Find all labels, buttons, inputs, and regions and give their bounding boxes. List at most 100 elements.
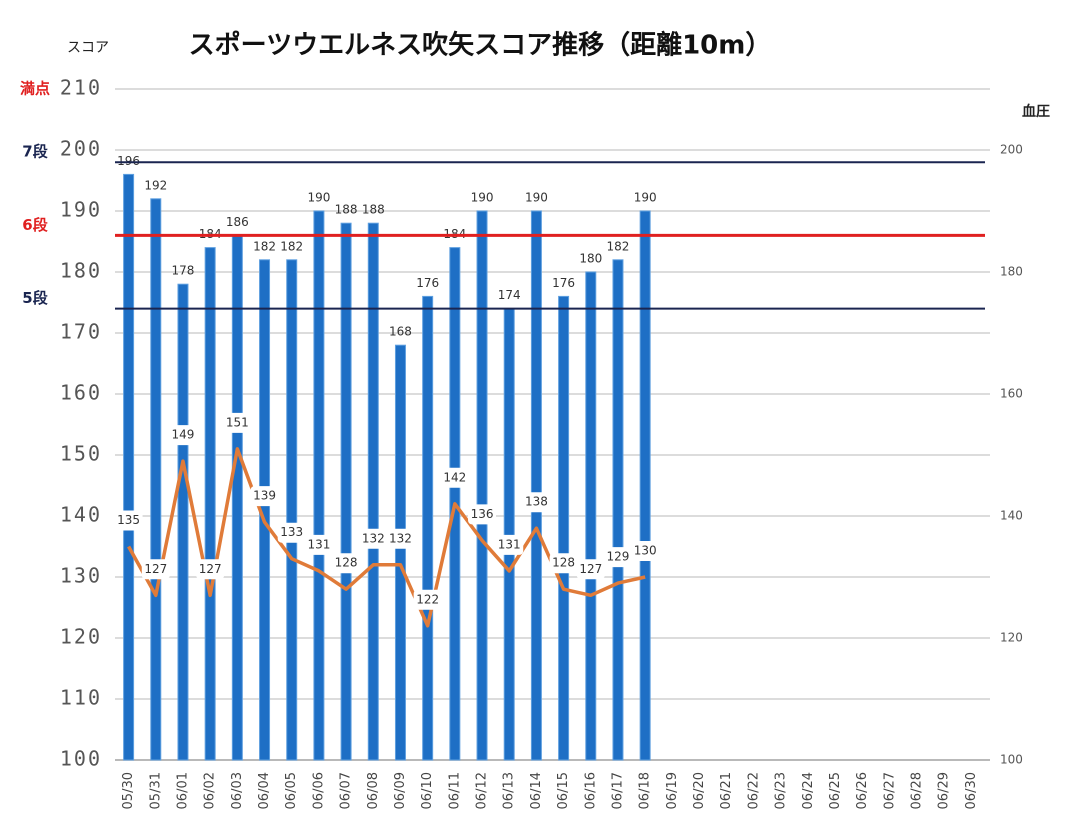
bar-label: 176 — [552, 276, 575, 290]
line-label: 142 — [443, 470, 466, 484]
bar-label: 190 — [307, 191, 330, 205]
bar-label: 190 — [634, 191, 657, 205]
x-tick-label: 06/26 — [855, 772, 870, 809]
line-label: 128 — [335, 556, 358, 570]
line-label: 132 — [389, 531, 412, 545]
line-label-box — [549, 553, 578, 574]
line-label: 131 — [307, 537, 330, 551]
bar-label: 174 — [498, 288, 521, 302]
x-tick-label: 06/24 — [801, 772, 816, 809]
line-label-box — [495, 534, 524, 555]
bar — [286, 259, 298, 761]
x-tick-label: 06/21 — [719, 772, 734, 809]
bar — [558, 295, 570, 761]
bar-label: 182 — [253, 239, 276, 253]
bar — [231, 234, 243, 761]
x-tick-label: 06/10 — [420, 772, 435, 809]
reference-label: 7段 — [22, 143, 47, 161]
bar — [503, 308, 515, 761]
x-tick-label: 06/11 — [447, 772, 462, 809]
y-tick-label: 150 — [60, 442, 102, 466]
line-label-box — [114, 510, 143, 531]
bar — [150, 198, 162, 761]
y-tick-label: 190 — [60, 198, 102, 222]
line-label-box — [332, 553, 361, 574]
x-tick-label: 06/14 — [529, 772, 544, 809]
x-tick-label: 06/18 — [638, 772, 653, 809]
x-tick-label: 06/03 — [230, 772, 245, 809]
line-label: 139 — [253, 489, 276, 503]
line-label-box — [250, 486, 279, 507]
bar-label: 182 — [607, 239, 630, 253]
line-label: 122 — [416, 592, 439, 606]
x-tick-label: 06/06 — [311, 772, 326, 809]
bar-label: 178 — [172, 264, 195, 278]
bar — [367, 222, 379, 761]
line-label-box — [277, 522, 306, 543]
y-axis-label: スコア — [67, 40, 109, 56]
x-tick-label: 05/30 — [121, 772, 136, 809]
bar-label: 168 — [389, 325, 412, 339]
x-tick-label: 06/04 — [257, 772, 272, 809]
line-label-box — [386, 528, 415, 549]
line-label: 131 — [498, 537, 521, 551]
y2-tick-label: 200 — [1000, 143, 1023, 157]
line-label: 149 — [172, 428, 195, 442]
x-tick-label: 06/27 — [882, 772, 897, 809]
y-tick-label: 120 — [60, 625, 102, 649]
x-tick-label: 06/28 — [910, 772, 925, 809]
x-tick-label: 06/23 — [774, 772, 789, 809]
bar — [422, 295, 434, 761]
y-tick-label: 130 — [60, 564, 102, 588]
x-tick-label: 06/17 — [610, 772, 625, 809]
bar-label: 176 — [416, 276, 439, 290]
x-tick-label: 06/19 — [665, 772, 680, 809]
y-tick-label: 170 — [60, 320, 102, 344]
y-tick-label: 160 — [60, 381, 102, 405]
line-label-box — [168, 425, 197, 446]
bar-label: 196 — [117, 154, 140, 168]
line-label: 127 — [144, 562, 167, 576]
line-label-box — [440, 467, 469, 488]
line-label-box — [468, 504, 497, 525]
chart-title: スポーツウエルネス吹矢スコア推移（距離10m） — [189, 30, 772, 61]
line-label: 133 — [280, 525, 303, 539]
x-tick-label: 06/08 — [366, 772, 381, 809]
y2-axis-label: 血圧 — [1022, 103, 1050, 120]
bar — [123, 173, 135, 761]
line-label-box — [304, 534, 333, 555]
y2-tick-label: 140 — [1000, 509, 1023, 523]
line-label: 151 — [226, 415, 249, 429]
line-label: 135 — [117, 513, 140, 527]
x-tick-label: 06/30 — [964, 772, 979, 809]
y2-tick-label: 100 — [1000, 753, 1023, 767]
line-label: 136 — [471, 507, 494, 521]
line-label: 132 — [362, 531, 385, 545]
y-tick-label: 210 — [60, 76, 102, 100]
x-tick-label: 06/01 — [175, 772, 190, 809]
y2-tick-label: 120 — [1000, 631, 1023, 645]
line-label-box — [196, 559, 225, 580]
x-tick-label: 06/09 — [393, 772, 408, 809]
x-tick-label: 06/22 — [746, 772, 761, 809]
x-tick-label: 06/13 — [502, 772, 517, 809]
line-label-box — [603, 547, 632, 568]
line-label-box — [223, 412, 252, 433]
bar — [313, 210, 325, 761]
line-label: 130 — [634, 544, 657, 558]
bar-label: 182 — [280, 239, 303, 253]
bar — [476, 210, 488, 761]
line-label-box — [413, 589, 442, 610]
y-tick-label: 110 — [60, 686, 102, 710]
line-label: 127 — [579, 562, 602, 576]
x-tick-label: 05/31 — [148, 772, 163, 809]
x-tick-label: 06/20 — [692, 772, 707, 809]
line-label: 129 — [607, 550, 630, 564]
line-label-box — [141, 559, 170, 580]
bar — [612, 259, 624, 761]
bar-label: 192 — [144, 178, 167, 192]
y-tick-label: 140 — [60, 503, 102, 527]
y-tick-label: 100 — [60, 747, 102, 771]
y2-tick-label: 160 — [1000, 387, 1023, 401]
